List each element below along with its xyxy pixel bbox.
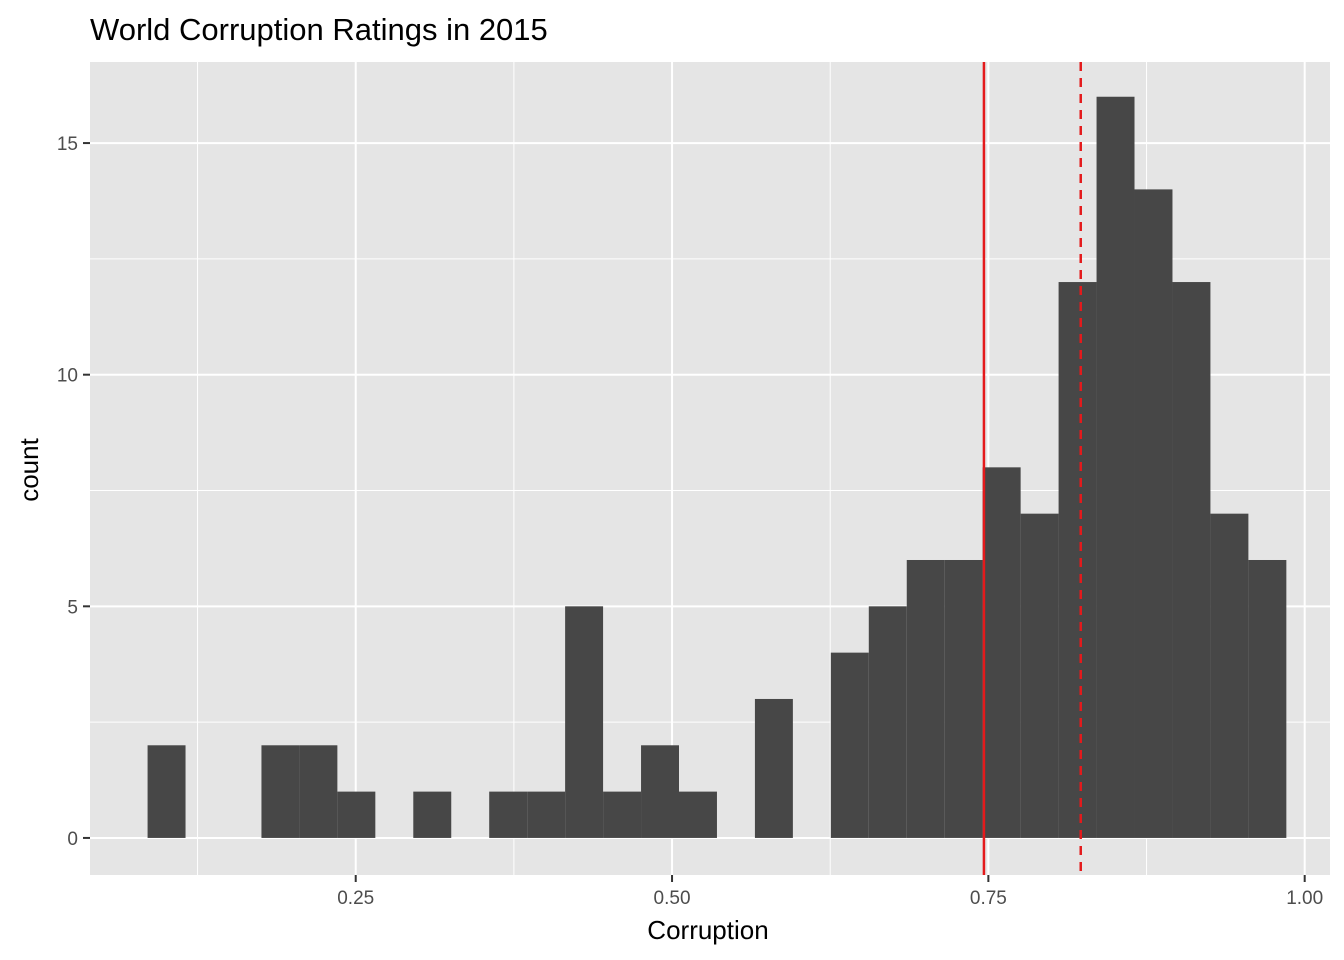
histogram-bar [830, 652, 869, 838]
histogram-bar [147, 745, 186, 838]
histogram-bar [906, 559, 945, 838]
y-axis-title: count [14, 437, 44, 501]
histogram-bar [413, 791, 452, 838]
histogram-bar [603, 791, 642, 838]
axes: 0 5 10 15 0.25 0.50 0.75 1.00 [57, 134, 1323, 909]
histogram-bar [1020, 513, 1059, 838]
reference-lines [982, 62, 1082, 875]
histogram-bar [1210, 513, 1249, 838]
bars [147, 96, 1287, 838]
x-tick-label: 0.75 [970, 888, 1007, 909]
histogram-bar [641, 745, 679, 838]
histogram-bar [1058, 282, 1097, 838]
x-axis-title: Corruption [647, 915, 768, 945]
y-tick-label: 0 [67, 829, 78, 850]
histogram-bar [489, 791, 528, 838]
histogram-bar [1134, 189, 1173, 838]
histogram-bar [679, 791, 717, 838]
chart-title: World Corruption Ratings in 2015 [90, 12, 548, 47]
x-tick-label: 0.25 [337, 888, 374, 909]
histogram-bar [261, 745, 300, 838]
histogram-bar [754, 698, 793, 838]
histogram-bar [299, 745, 338, 838]
histogram-bar [1172, 282, 1211, 838]
histogram-bar [868, 606, 907, 838]
x-tick-label: 1.00 [1286, 888, 1323, 909]
histogram-bar [1096, 96, 1135, 838]
histogram-bar [337, 791, 376, 838]
histogram-bar [527, 791, 566, 838]
y-tick-label: 15 [57, 134, 78, 155]
x-tick-label: 0.50 [654, 888, 691, 909]
histogram-bar [565, 606, 604, 838]
histogram-bar [944, 559, 983, 838]
y-tick-label: 5 [67, 597, 78, 618]
histogram-bar [982, 467, 1021, 838]
y-tick-label: 10 [57, 366, 78, 387]
histogram-bar [1248, 559, 1287, 838]
